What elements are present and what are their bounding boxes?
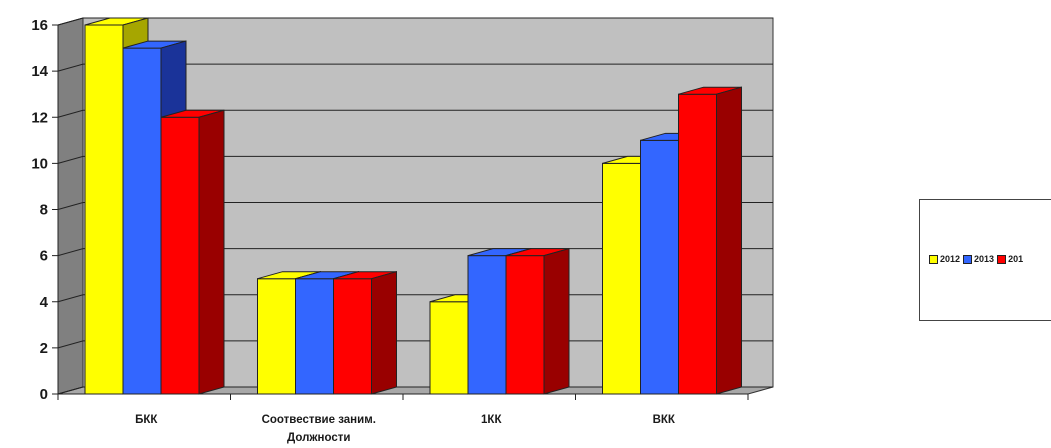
bar-front (467, 255, 507, 395)
bar (678, 86, 742, 395)
bar-front (678, 93, 717, 395)
bar-front (505, 255, 545, 395)
legend-item: 201 (997, 254, 1023, 264)
bar-front (602, 162, 641, 395)
y-tick-label: 14 (31, 63, 48, 80)
y-tick-label: 2 (40, 340, 48, 357)
legend-label: 2012 (940, 254, 961, 264)
bar-front (84, 24, 124, 395)
legend-swatch (963, 254, 973, 264)
gridline (57, 155, 773, 164)
legend-label: 201 (1008, 254, 1024, 264)
y-tick-label: 8 (40, 202, 48, 219)
y-tick-label: 0 (40, 386, 48, 403)
y-axis: 0 2 4 6 8 10 12 14 16 (31, 17, 59, 403)
x-tick-sublabel: Должности (287, 432, 350, 444)
gridline (57, 202, 773, 210)
bar-side (543, 247, 570, 395)
y-tick-label: 10 (31, 155, 48, 172)
legend: 2012 2013 201 (919, 199, 1051, 321)
bars (84, 17, 742, 395)
x-tick-label: Соотвествие заним. (262, 414, 376, 426)
y-tick-label: 12 (31, 109, 48, 126)
bar-front (257, 278, 296, 395)
bar (505, 247, 570, 395)
bar-front (295, 278, 334, 395)
legend-swatch (929, 254, 938, 264)
bar-front (640, 139, 679, 395)
x-axis: БКК Соотвествие заним. Должности 1КК ВКК (57, 393, 749, 444)
bar-front (160, 116, 200, 395)
bar-front (122, 47, 162, 395)
x-tick-label: ВКК (653, 414, 676, 426)
bar (160, 109, 225, 395)
bar-front (333, 278, 372, 395)
legend-swatch (997, 254, 1007, 264)
gridline (57, 17, 773, 26)
gridline (57, 109, 773, 118)
legend-label: 2013 (974, 254, 995, 264)
y-tick-label: 16 (31, 17, 48, 34)
gridline (57, 63, 773, 72)
bar-side (198, 109, 225, 395)
bar (333, 271, 397, 395)
legend-items: 2012 2013 201 (929, 254, 1026, 264)
bar-front (429, 301, 469, 395)
x-tick-label: БКК (135, 414, 158, 426)
x-tick-label: 1КК (481, 414, 502, 426)
y-tick-label: 6 (40, 248, 48, 265)
y-tick-label: 4 (40, 294, 49, 311)
bar-side (371, 271, 397, 395)
legend-item: 2012 (929, 254, 960, 264)
legend-item: 2013 (963, 254, 994, 264)
bar-side (716, 86, 742, 395)
